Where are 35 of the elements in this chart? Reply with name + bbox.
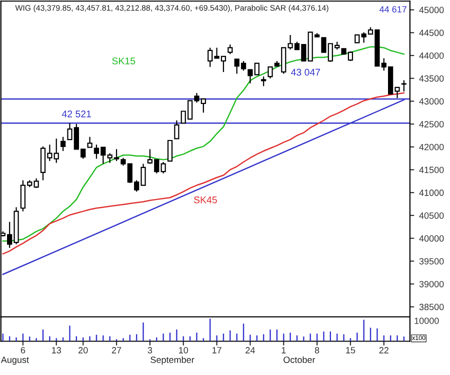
y-tick-label: 40000 [419, 235, 444, 242]
text: October [284, 356, 316, 363]
series-label: SK45 [194, 196, 217, 204]
y-tick-label: 42000 [419, 144, 444, 150]
y-tick-label: 44000 [419, 52, 444, 59]
annotation: 44 617 [379, 6, 406, 12]
text: September [150, 356, 194, 365]
x-tick-label: 3 [148, 347, 152, 354]
y-tick-label: 41000 [419, 190, 444, 196]
x-tick-label: 27 [112, 347, 122, 354]
y-tick-label: 43000 [419, 98, 444, 105]
ref-line-label: 42 521 [62, 110, 91, 118]
y-tick-label: 41500 [419, 166, 444, 174]
x-tick-label: 17 [212, 347, 222, 354]
x-tick-label: 10 [179, 347, 188, 354]
x-tick-label: 20 [78, 347, 88, 354]
y-tick-label: 38500 [419, 304, 444, 310]
x-tick-label: 6 [20, 347, 26, 354]
ref-line-label: 43 047 [291, 68, 320, 76]
y-tick-label: 42500 [419, 121, 444, 128]
x-tick-label: 1 [282, 347, 286, 354]
x-tick-label: 24 [246, 347, 255, 354]
y-tick-label: 39500 [419, 258, 444, 264]
y-tick-label: 43500 [419, 75, 444, 82]
y-tick-label: 39000 [419, 280, 444, 288]
y-tick-label: 45000 [419, 6, 444, 14]
text: 10000 [414, 318, 439, 324]
x-tick-label: 22 [379, 347, 388, 354]
x-tick-label: 15 [346, 347, 356, 354]
text: SK15 [112, 57, 136, 64]
x-tick-label: 13 [52, 347, 61, 354]
y-tick-label: 40500 [419, 212, 444, 219]
x-tick-label: 8 [314, 347, 320, 354]
text: August [0, 356, 29, 365]
y-tick-label: 44500 [419, 30, 444, 36]
